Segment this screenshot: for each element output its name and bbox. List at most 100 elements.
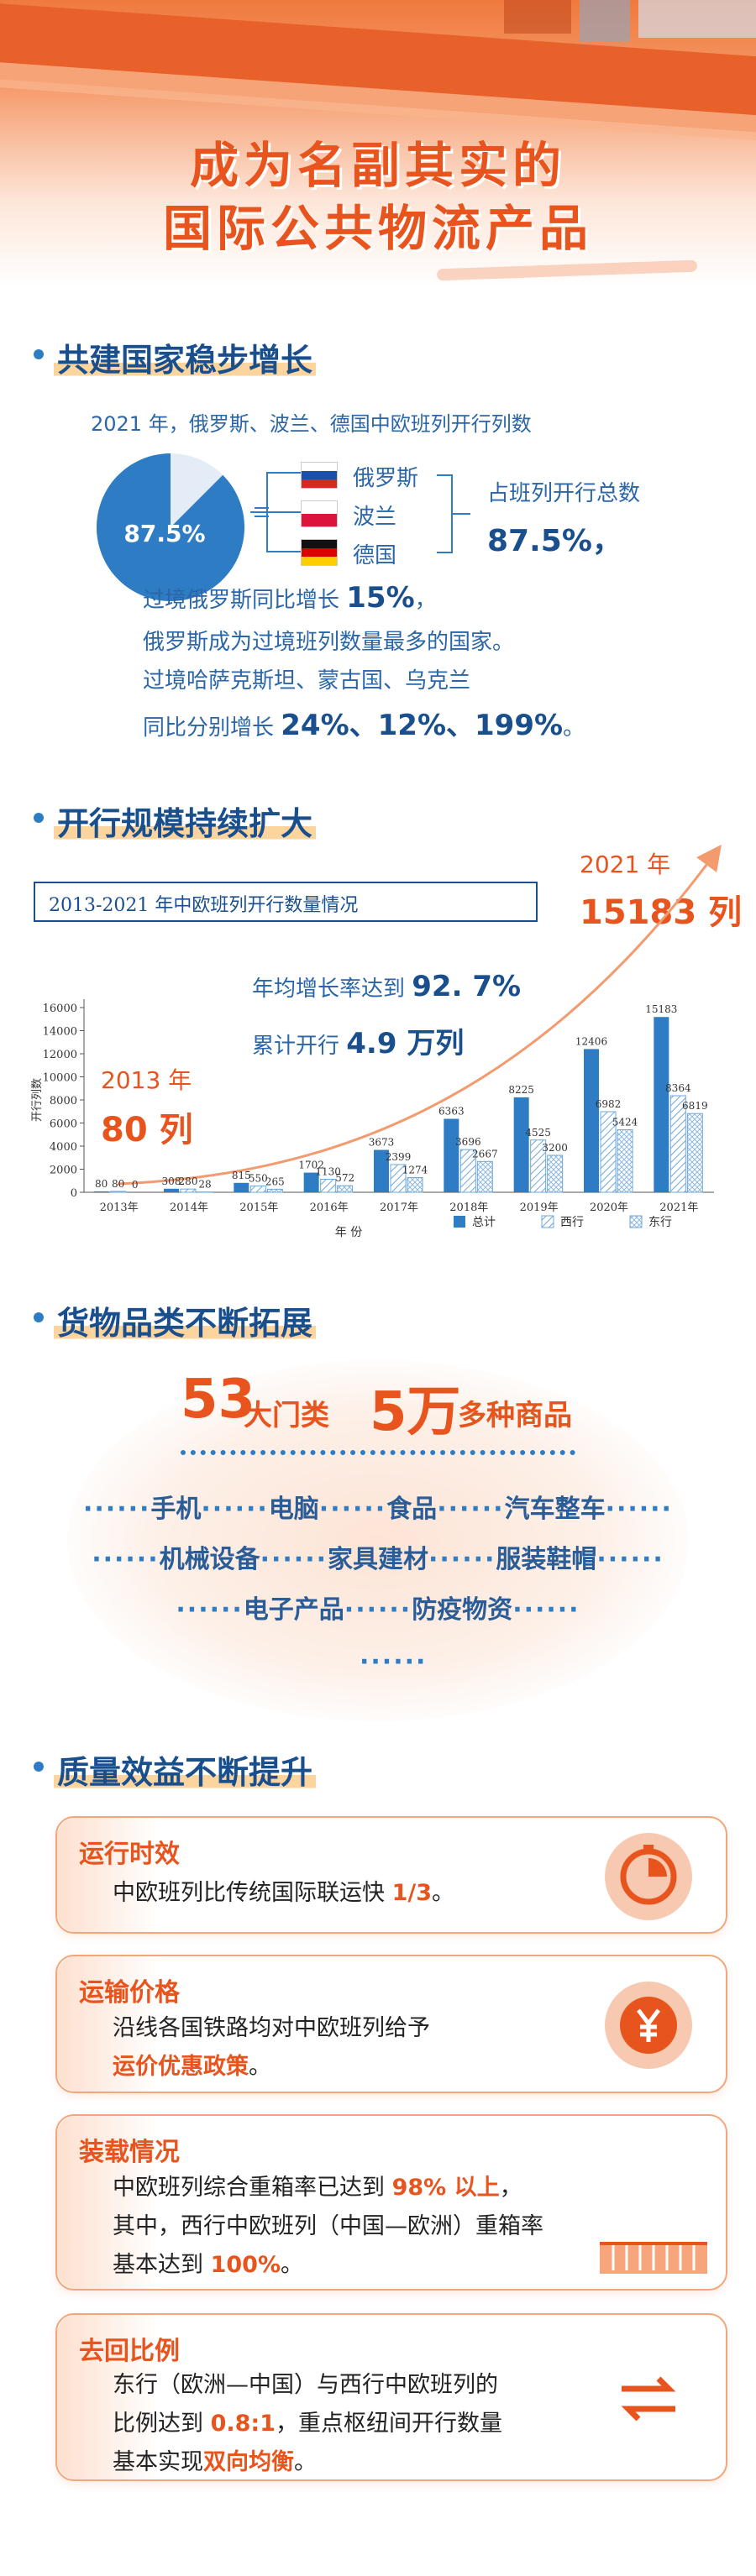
dot-separator: ······ (260, 1545, 328, 1574)
legend-label: 东行 (648, 1216, 672, 1229)
category-count: 53 (181, 1369, 256, 1431)
card-text: 沿线各国铁路均对中欧班列给予 (113, 2015, 430, 2041)
dot-separator: ······ (344, 1595, 412, 1625)
goods-item: 防疫物资 (412, 1595, 513, 1625)
bar-value-label: 8225 (508, 1084, 534, 1096)
country-poland: 波兰 (353, 505, 397, 530)
y-axis-label: 开行列数 (31, 1078, 44, 1122)
share-pie-chart: 87.5% (91, 448, 250, 607)
card-text: 中欧班列综合重箱率已达到 98% 以上， (113, 2175, 522, 2201)
bar-西行 (390, 1164, 407, 1193)
bar-value-label: 308 (162, 1175, 181, 1187)
bar-value-label: 1130 (315, 1165, 341, 1177)
card-speed: 运行时效 中欧班列比传统国际联运快 1/3。 (55, 1816, 727, 1934)
legend-swatch (629, 1215, 643, 1228)
card-text: 中欧班列比传统国际联运快 1/3。 (113, 1880, 455, 1906)
goods-row: ······电子产品······防疫物资······ (0, 1589, 756, 1626)
page-title-line2: 国际公共物流产品 (162, 200, 593, 257)
bar-value-label: 4525 (525, 1127, 551, 1139)
decor-block (580, 0, 630, 42)
legend-label: 西行 (560, 1216, 584, 1229)
bar-西行 (669, 1095, 686, 1193)
goods-item: 食品 (386, 1495, 438, 1524)
bar-value-label: 28 (198, 1179, 211, 1191)
bar-value-label: 0 (132, 1179, 139, 1191)
bullet-dot (34, 1762, 44, 1772)
transit-countries-line: 过境哈萨克斯坦、蒙古国、乌克兰 (143, 668, 471, 694)
bar-value-label: 572 (335, 1172, 354, 1184)
bar-东行 (686, 1113, 703, 1193)
cumulative-runs: 累计开行 4.9 万列 (252, 1027, 465, 1060)
x-tick-label: 2013年 (100, 1202, 139, 1214)
dot-separator: ······ (201, 1495, 269, 1524)
bar-总计 (164, 1188, 179, 1192)
chart-title: 2013-2021 年中欧班列开行数量情况 (49, 895, 359, 916)
bar-value-label: 6363 (438, 1106, 465, 1118)
bar-value-label: 6819 (682, 1100, 708, 1112)
section-title: 货物品类不断拓展 (54, 1297, 317, 1343)
section1-intro: 2021 年，俄罗斯、波兰、德国中欧班列开行列数 (91, 412, 532, 436)
y-tick-label: 16000 (43, 1003, 77, 1015)
bar-value-label: 3200 (542, 1142, 568, 1154)
callout-2021-year: 2021 年 (580, 851, 671, 878)
bar-西行 (180, 1188, 197, 1193)
card-ratio: 去回比例 东行（欧洲—中国）与西行中欧班列的 比例达到 0.8:1，重点枢纽间开… (55, 2313, 727, 2481)
trend-arrow (117, 844, 722, 1186)
clock-icon (605, 1833, 692, 1920)
bar-总计 (303, 1172, 319, 1192)
x-tick-label: 2019年 (520, 1202, 559, 1214)
bar-东行 (407, 1176, 423, 1193)
runs-bar-chart: 0 2000 4000 6000 8000 10000 12000 14000 16000 开行列… (31, 844, 722, 1239)
page-title-line1: 成为名副其实的 (189, 137, 566, 194)
decor-block (504, 0, 571, 34)
card-loading: 装载情况 中欧班列综合重箱率已达到 98% 以上， 其中，西行中欧班列（中国—欧… (55, 2114, 727, 2291)
bar-value-label: 2667 (472, 1148, 498, 1160)
dot-separator: ······ (176, 1595, 244, 1625)
x-axis-label: 年 份 (335, 1226, 362, 1239)
x-tick-label: 2018年 (449, 1202, 488, 1214)
bar-东行 (547, 1154, 564, 1193)
bar-西行 (459, 1149, 476, 1193)
dot-separator: ······ (83, 1495, 151, 1524)
bar-value-label: 1702 (298, 1160, 324, 1171)
bar-value-label: 15183 (645, 1003, 677, 1015)
y-tick-label: 0 (71, 1187, 77, 1200)
bar-总计 (584, 1049, 599, 1192)
dotted-divider (181, 1450, 575, 1455)
goods-item: 电子产品 (243, 1595, 344, 1625)
share-value: 87.5%， (487, 524, 622, 558)
x-tick-label: 2021年 (659, 1202, 698, 1214)
goods-count: 5万 (370, 1381, 461, 1443)
bracket-left (250, 472, 301, 552)
section-title: 质量效益不断提升 (54, 1746, 317, 1793)
bar-value-label: 3696 (455, 1136, 481, 1148)
russia-growth-line: 过境俄罗斯同比增长 15%， (143, 581, 437, 615)
card-title: 运输价格 (79, 1978, 180, 2008)
goods-unit: 多种商品 (458, 1399, 572, 1432)
bar-东行 (266, 1188, 283, 1193)
bar-东行 (476, 1160, 493, 1193)
card-accent (57, 1818, 158, 1932)
bullet-dot (34, 813, 44, 823)
bar-value-label: 80 (95, 1178, 108, 1190)
callout-2013-year: 2013 年 (101, 1066, 192, 1094)
card-title: 运行时效 (79, 1840, 180, 1869)
decor-glow (67, 1360, 689, 1721)
bar-总计 (93, 1191, 109, 1192)
annual-growth: 年均增长率达到 92. 7% (252, 970, 522, 1003)
bar-西行 (110, 1191, 127, 1193)
y-tick-label: 6000 (50, 1118, 77, 1131)
card-text: 其中，西行中欧班列（中国—欧洲）重箱率 (113, 2213, 543, 2239)
bracket-right (437, 474, 470, 553)
country-germany: 德国 (353, 543, 397, 568)
bar-东行 (617, 1128, 633, 1193)
pie-label: 87.5% (123, 520, 205, 547)
y-tick-label: 4000 (50, 1141, 77, 1154)
bar-value-label: 280 (179, 1175, 198, 1187)
x-tick-label: 2016年 (310, 1202, 349, 1214)
decor-block (638, 0, 756, 38)
y-tick-label: 14000 (43, 1026, 77, 1039)
legend-swatch (541, 1215, 554, 1228)
x-tick-label: 2017年 (380, 1202, 418, 1214)
x-tick-label: 2020年 (590, 1202, 628, 1214)
